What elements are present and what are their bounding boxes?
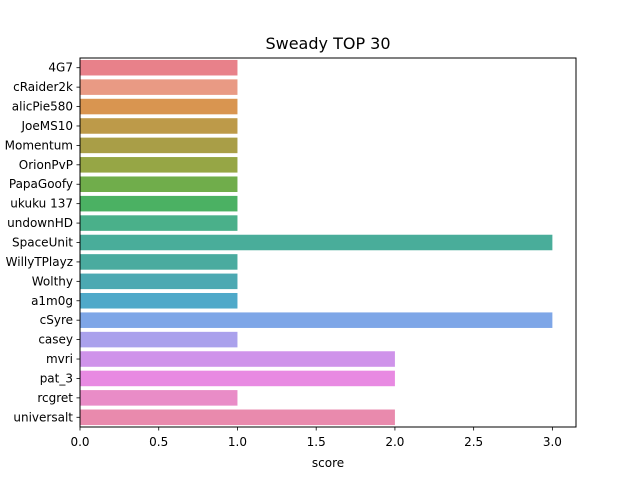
bar — [80, 79, 238, 95]
y-tick-label: JoeMS10 — [20, 119, 73, 133]
y-tick-label: cSyre — [40, 313, 73, 327]
y-tick-label: rcgret — [37, 391, 73, 405]
y-tick-label: cRaider2k — [13, 80, 73, 94]
y-tick-label: mvri — [46, 352, 73, 366]
y-tick-label: PapaGoofy — [9, 177, 73, 191]
x-tick-label: 2.0 — [385, 435, 404, 449]
bar — [80, 59, 238, 76]
x-tick-label: 0.5 — [149, 435, 168, 449]
x-tick-label: 2.5 — [464, 435, 483, 449]
bar — [80, 118, 238, 134]
bar — [80, 157, 238, 173]
x-tick-label: 0.0 — [70, 435, 89, 449]
y-tick-label: Momentum — [5, 138, 73, 152]
bar — [80, 312, 553, 328]
y-tick-label: Wolthy — [32, 274, 73, 288]
y-tick-label: OrionPvP — [19, 158, 73, 172]
y-tick-label: undownHD — [7, 216, 73, 230]
y-tick-label: universalt — [13, 410, 73, 424]
chart-title: Sweady TOP 30 — [265, 34, 390, 53]
bar — [80, 98, 238, 115]
y-tick-labels: 4G7 cRaider2k alicPie580 JoeMS10 Momentum Ori… — [5, 61, 80, 424]
bar — [80, 331, 238, 348]
x-tick-labels: 0.0 0.5 1.0 1.5 2.0 2.5 3.0 — [70, 427, 562, 449]
y-tick-label: SpaceUnit — [12, 236, 73, 250]
x-tick-label: 3.0 — [543, 435, 562, 449]
bar — [80, 234, 553, 251]
bar — [80, 273, 238, 290]
y-tick-label: alicPie580 — [12, 100, 73, 114]
bar — [80, 351, 395, 367]
y-tick-label: ukuku 137 — [10, 197, 73, 211]
plot-area-frame — [79, 57, 577, 428]
y-tick-label: WillyTPlayz — [6, 255, 73, 269]
x-tick-label: 1.5 — [307, 435, 326, 449]
y-tick-label: 4G7 — [48, 61, 73, 75]
x-tick-label: 1.0 — [228, 435, 247, 449]
bar — [80, 370, 395, 387]
bar — [80, 292, 238, 309]
bar — [80, 390, 238, 406]
bar — [80, 195, 238, 212]
bar — [80, 254, 238, 270]
bars-layer — [80, 59, 553, 426]
bar — [80, 409, 395, 426]
y-tick-label: a1m0g — [31, 294, 73, 308]
bar — [80, 215, 238, 231]
y-tick-label: pat_3 — [40, 371, 73, 385]
y-tick-label: casey — [38, 333, 73, 347]
bar — [80, 176, 238, 193]
x-axis-label: score — [312, 456, 344, 470]
bar — [80, 137, 238, 154]
